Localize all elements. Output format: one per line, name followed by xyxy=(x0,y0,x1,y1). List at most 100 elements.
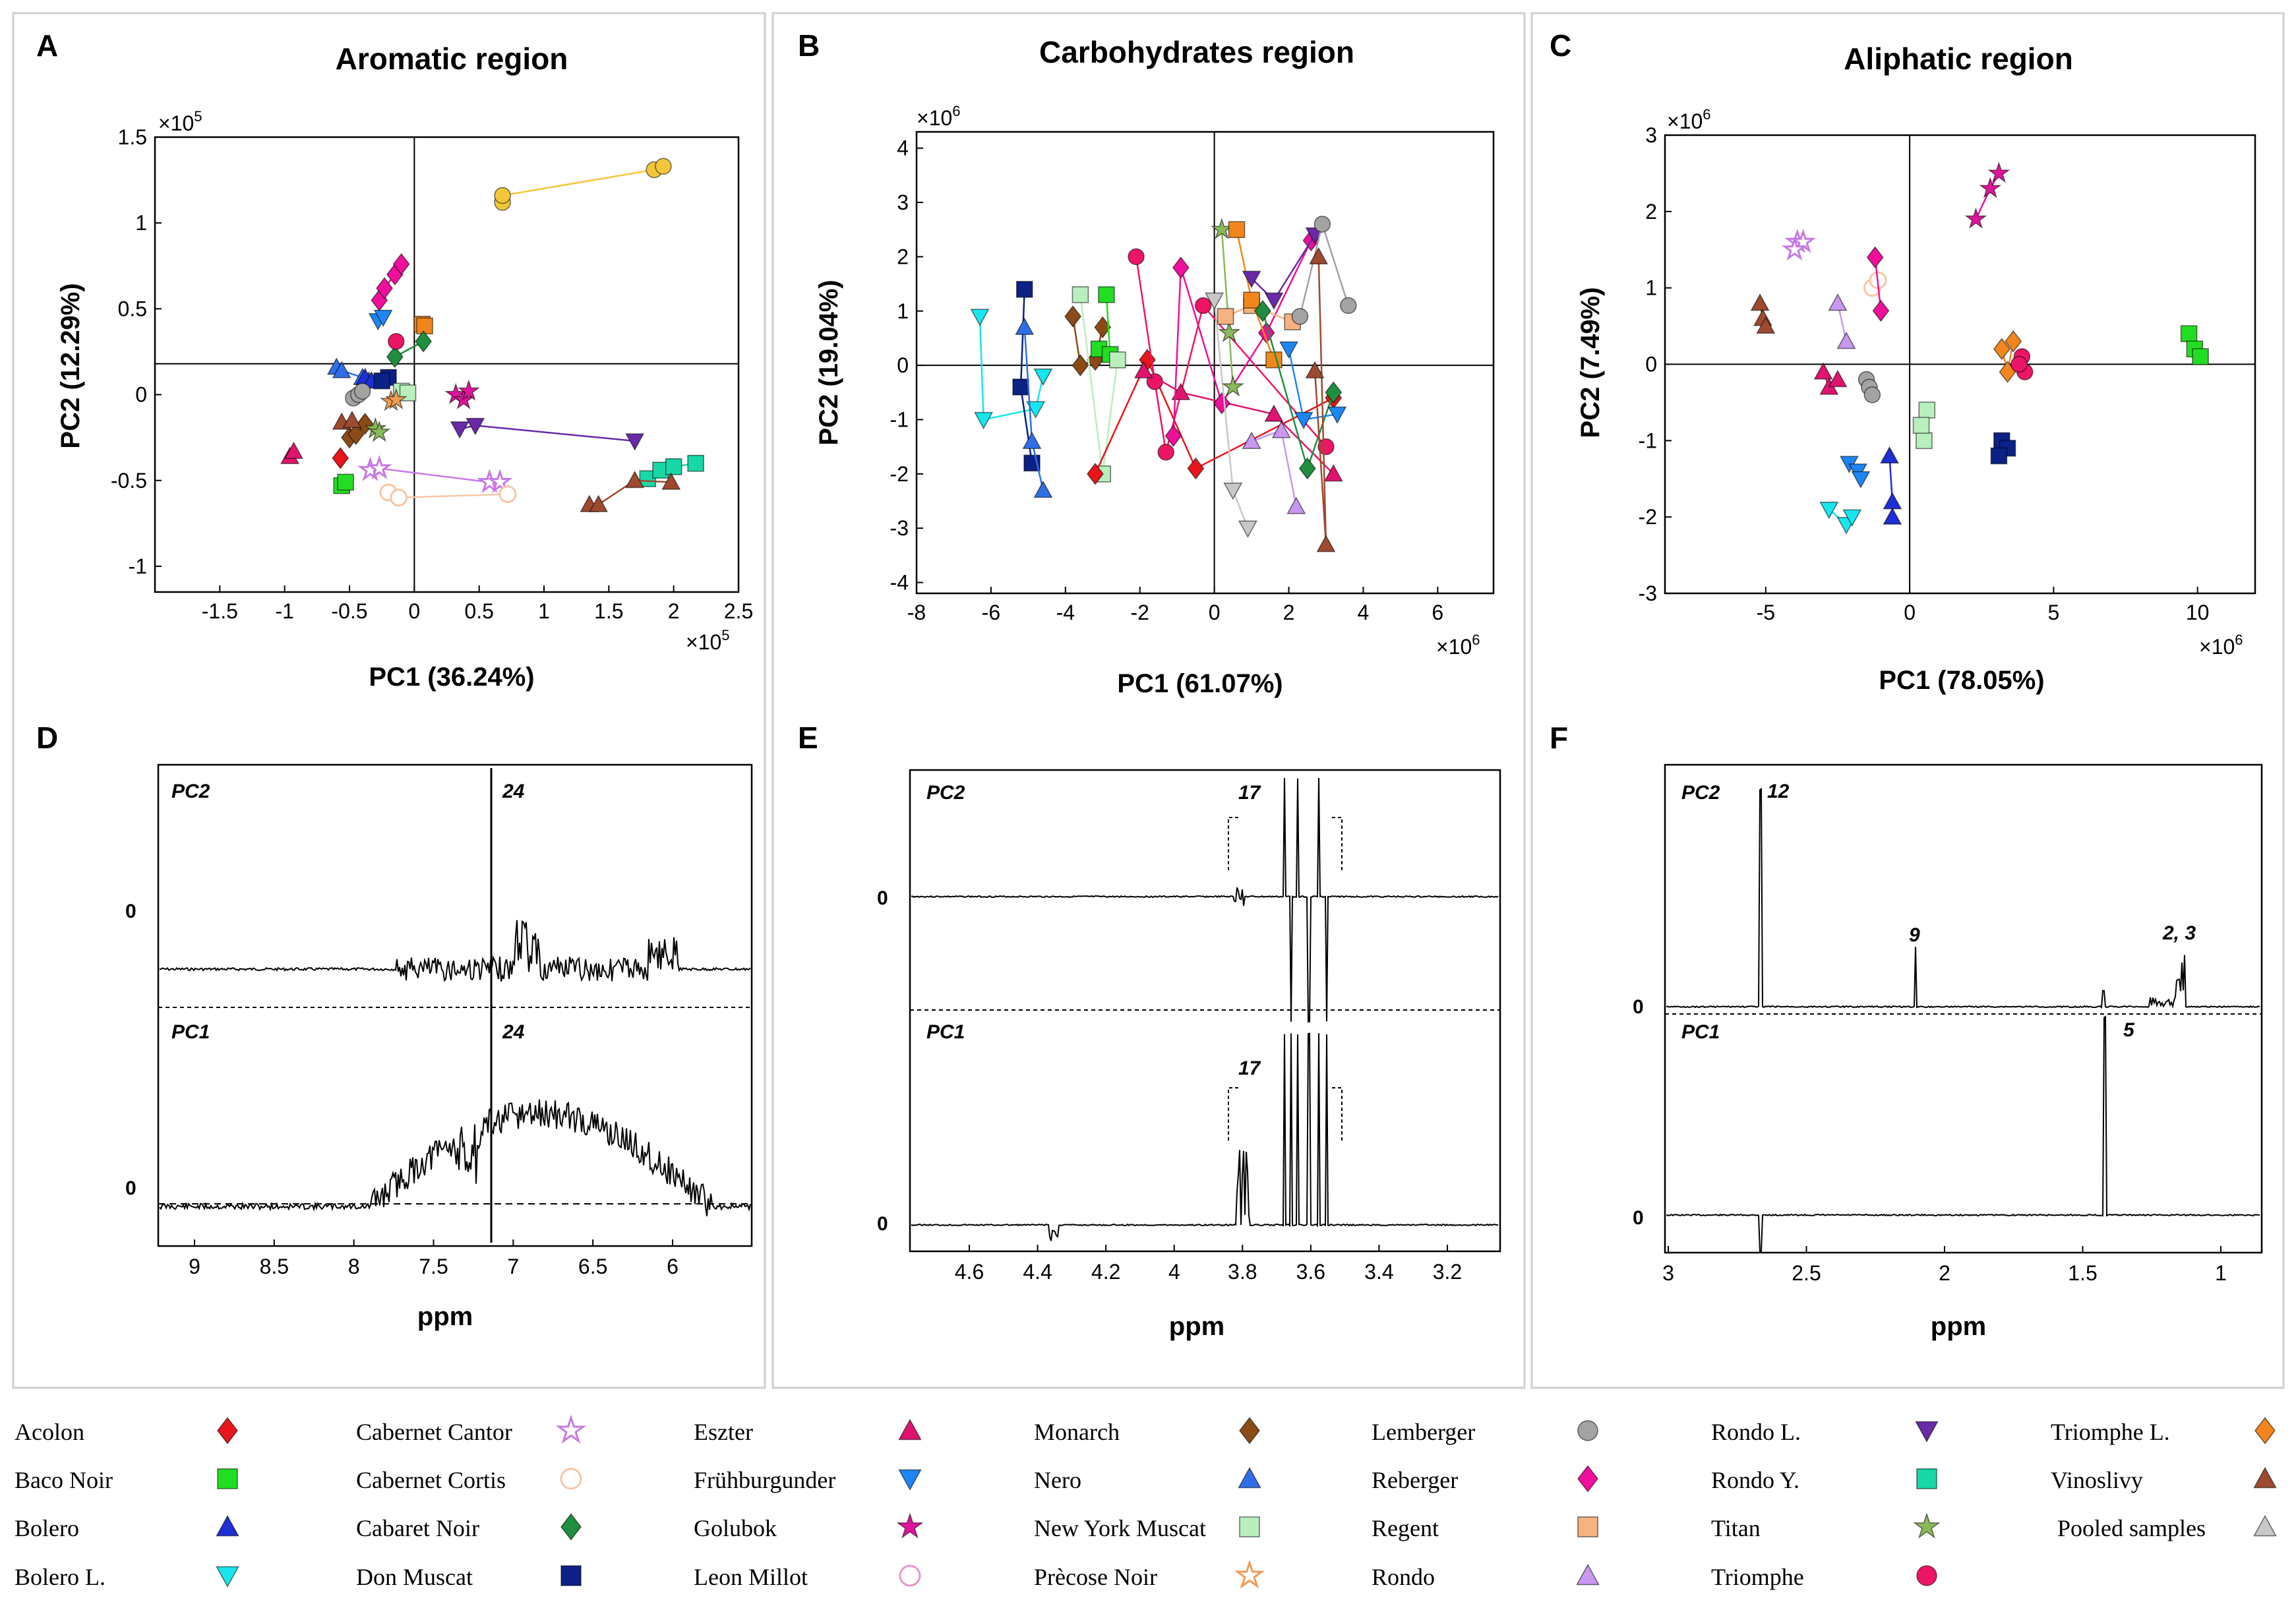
panel-a-title: Aromatic region xyxy=(336,42,568,76)
data-point xyxy=(450,421,469,439)
data-point xyxy=(1916,432,1933,450)
y-tick-label: 1 xyxy=(135,211,147,235)
data-point xyxy=(1756,316,1776,334)
y-tick-label: -1 xyxy=(1639,429,1657,452)
d-pc2-trace xyxy=(159,920,751,982)
scatter-c xyxy=(1750,161,2209,535)
ppm-tick-label: 3.2 xyxy=(1433,1260,1462,1284)
legend-label: Cabernet Cantor xyxy=(356,1419,512,1445)
ppm-tick-label: 3.6 xyxy=(1296,1260,1325,1284)
data-point xyxy=(1015,317,1035,336)
legend-label: Monarch xyxy=(1034,1419,1120,1445)
data-point xyxy=(1194,297,1212,314)
legend-marker xyxy=(560,1468,582,1490)
data-point xyxy=(1842,509,1862,527)
data-point xyxy=(1033,369,1053,386)
e-pc1-trace xyxy=(911,1032,1498,1241)
data-point xyxy=(655,158,672,175)
legend-label: Triomphe L. xyxy=(2051,1419,2170,1445)
f-peak-12: 12 xyxy=(1767,781,1790,802)
panel-d: D PC2 PC1 24 24 0 0 9 8.5 8 7.5 7 6.5 6 ppm xyxy=(36,721,753,1331)
legend-label: Cabaret Noir xyxy=(356,1515,479,1541)
data-point xyxy=(1072,354,1089,376)
data-point xyxy=(1026,401,1046,419)
e-pc2-trace xyxy=(911,777,1499,1023)
ppm-tick-label: 4 xyxy=(1168,1260,1180,1284)
d-pc1-label: PC1 xyxy=(171,1021,210,1043)
data-point xyxy=(1309,247,1329,264)
data-point xyxy=(392,253,410,276)
ticks-d: 9 8.5 8 7.5 7 6.5 6 xyxy=(189,1239,679,1278)
data-point xyxy=(1022,431,1042,449)
data-point xyxy=(1264,292,1284,311)
data-point xyxy=(388,333,405,350)
legend-marker xyxy=(217,1468,238,1489)
data-point xyxy=(1294,411,1314,430)
panel-letter-f: F xyxy=(1550,721,1568,755)
d-zero-bottom: 0 xyxy=(125,1177,136,1199)
legend-marker xyxy=(896,1512,924,1539)
ppm-tick-label: 6.5 xyxy=(578,1255,607,1278)
x-tick-label: 2 xyxy=(1283,601,1295,624)
data-point xyxy=(1171,382,1191,400)
legend-label: Rondo Y. xyxy=(1711,1467,1799,1493)
x-tick-label: -6 xyxy=(982,601,1000,624)
panel-a: A Aromatic region ×105 ×105 PC1 (36.24%)… xyxy=(36,28,753,692)
legend-marker xyxy=(1238,1466,1261,1489)
legend-label: Triomphe xyxy=(1711,1564,1804,1590)
data-point xyxy=(1205,292,1224,311)
data-point xyxy=(342,410,362,429)
data-point xyxy=(1883,507,1902,525)
data-point xyxy=(1993,338,2010,361)
ppm-tick-label: 8.5 xyxy=(260,1255,289,1278)
legend-label: Golubok xyxy=(694,1515,777,1541)
legend-marker xyxy=(560,1565,582,1586)
legend-marker xyxy=(2254,1417,2276,1444)
y-tick-label: 1 xyxy=(1645,276,1657,300)
ppm-tick-label: 8 xyxy=(348,1255,360,1278)
data-point xyxy=(665,458,682,475)
legend-label: Pooled samples xyxy=(2057,1515,2206,1541)
y-axis-label-c: PC2 (7.49%) xyxy=(1576,287,1605,438)
data-point xyxy=(1242,270,1261,289)
data-point xyxy=(1098,286,1115,303)
y-axis-label-b: PC2 (19.04%) xyxy=(814,280,843,445)
legend-marker xyxy=(560,1513,582,1541)
x-axis-label-e: ppm xyxy=(1169,1312,1224,1341)
data-point xyxy=(498,485,517,504)
data-point xyxy=(415,330,433,353)
data-point xyxy=(368,420,391,442)
y-tick-label: -3 xyxy=(890,516,909,540)
data-point xyxy=(1836,331,1856,349)
legend-marker xyxy=(1915,1421,1939,1443)
x-tick-label: -1.5 xyxy=(202,599,238,623)
data-point xyxy=(1064,305,1082,328)
d-pc2-label: PC2 xyxy=(171,781,210,802)
e-bracket-bottom xyxy=(1228,1087,1343,1141)
data-point xyxy=(1828,293,1848,311)
y-exponent-c: ×106 xyxy=(1667,106,1711,133)
data-point xyxy=(1327,406,1347,424)
data-point xyxy=(1819,502,1839,520)
ppm-tick-label: 3.4 xyxy=(1364,1260,1393,1284)
y-tick-label: 3 xyxy=(897,191,909,214)
data-point xyxy=(1213,392,1230,415)
d-peak-24-bottom: 24 xyxy=(502,1021,525,1043)
legend-label: Acolon xyxy=(15,1419,84,1445)
x-tick-label: 5 xyxy=(2047,601,2059,624)
f-pc2-label: PC2 xyxy=(1681,782,1720,804)
data-point xyxy=(1271,421,1291,438)
ppm-tick-label: 9 xyxy=(189,1255,200,1278)
y-tick-label: 2 xyxy=(1645,200,1657,223)
data-point xyxy=(1305,361,1325,378)
legend-marker xyxy=(1239,1516,1260,1537)
ppm-tick-label: 7.5 xyxy=(419,1255,448,1278)
legend-label: Don Muscat xyxy=(356,1564,473,1590)
data-point xyxy=(1979,177,2002,198)
legend-label: Eszter xyxy=(694,1419,753,1445)
y-tick-label: 1 xyxy=(897,299,909,323)
panel-frame-right xyxy=(1530,12,2285,1389)
plot-area-d xyxy=(157,763,753,1247)
data-point xyxy=(284,441,303,460)
x-tick-label: 0 xyxy=(1209,601,1221,624)
